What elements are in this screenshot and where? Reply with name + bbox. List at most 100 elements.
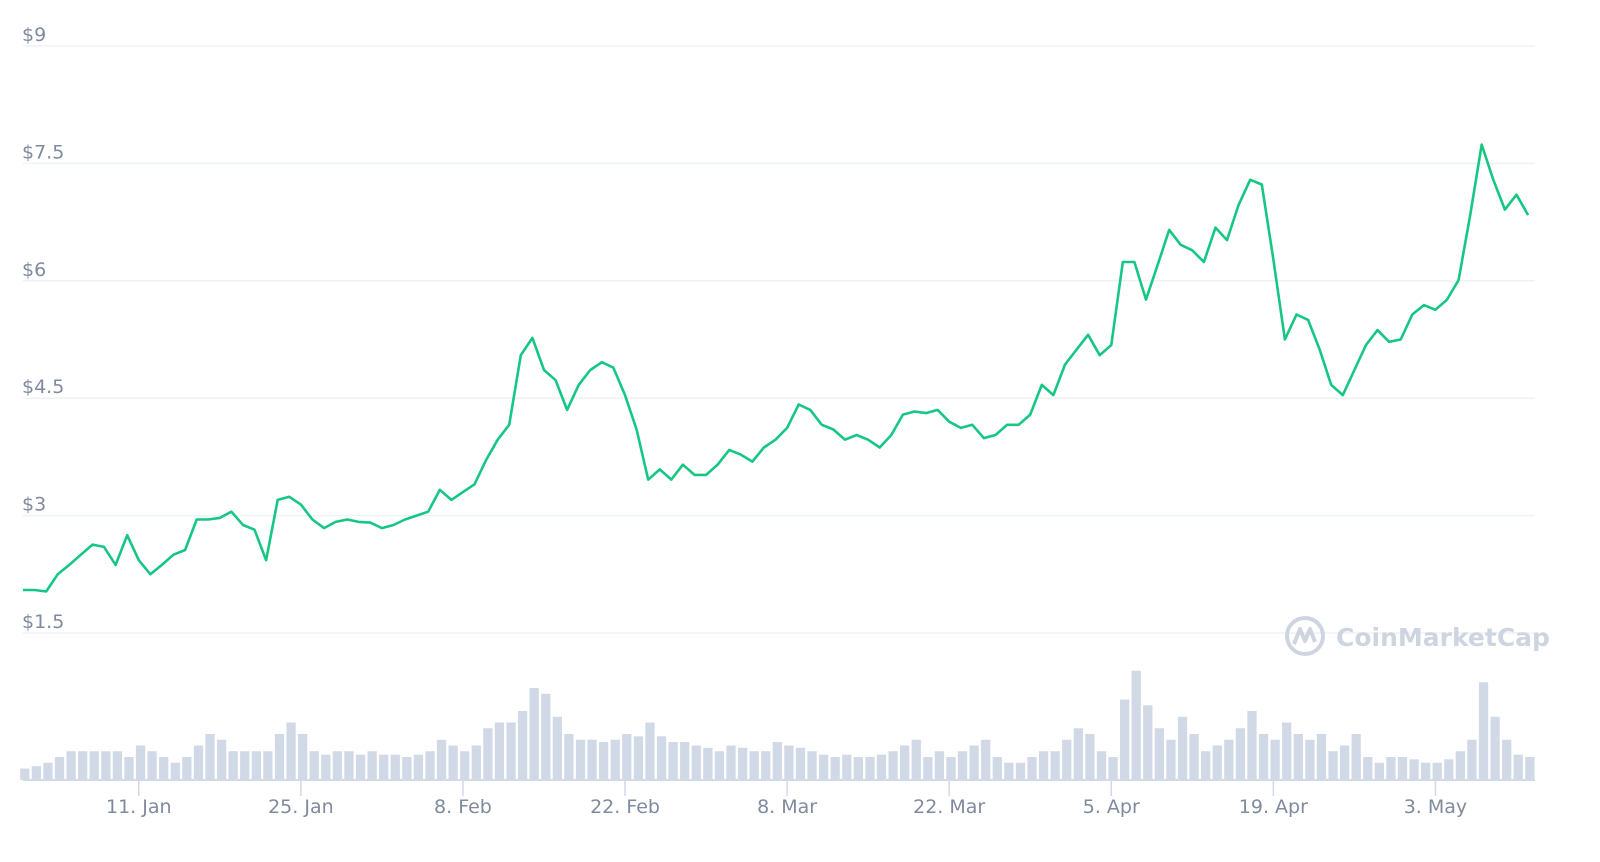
x-tick-label: 22. Feb [590, 796, 660, 818]
volume-bar [31, 766, 41, 780]
x-tick-label: 22. Mar [913, 796, 985, 818]
x-tick-label: 25. Jan [268, 796, 334, 818]
volume-bar [286, 722, 296, 780]
volume-bar [842, 754, 852, 780]
grid-lines [23, 45, 1535, 634]
volume-bar [1108, 757, 1118, 780]
volume-bar [911, 739, 921, 780]
volume-bar [564, 734, 574, 780]
volume-bar [1258, 734, 1269, 780]
volume-bar [1177, 716, 1188, 780]
volume-bar [413, 754, 424, 780]
volume-bar [969, 745, 979, 780]
x-tick-label: 8. Mar [757, 796, 817, 818]
x-tick-label: 5. Apr [1083, 796, 1140, 818]
volume-bar [1502, 739, 1512, 780]
volume-bar [355, 754, 366, 780]
volume-bar [1293, 734, 1303, 780]
volume-bar [1351, 734, 1361, 780]
volume-bar [205, 734, 215, 780]
volume-bar [668, 742, 678, 780]
volume-bar [309, 751, 319, 780]
volume-bar [1166, 739, 1176, 780]
volume-bar [1247, 711, 1257, 780]
volume-bar [680, 742, 690, 780]
x-tick-label: 3. May [1404, 796, 1467, 818]
volume-bar [54, 757, 65, 780]
volume-bar [703, 747, 713, 780]
volume-bar [992, 757, 1002, 780]
volume-bar [193, 745, 204, 780]
volume-bar [541, 693, 551, 780]
volume-bar [112, 751, 123, 780]
volume-bar [737, 747, 748, 780]
volume-bar [263, 751, 273, 780]
volume-bar [1432, 762, 1442, 780]
volume-bar [761, 751, 771, 780]
volume-bar [1189, 734, 1199, 780]
volume-bar [1073, 728, 1083, 780]
volume-bar [182, 757, 192, 780]
y-tick-label: $1.5 [22, 611, 64, 633]
volume-bar [784, 745, 794, 780]
volume-bar [610, 739, 620, 780]
volume-bar [1282, 722, 1292, 780]
volume-bar [124, 757, 134, 780]
watermark-text: CoinMarketCap [1336, 623, 1550, 652]
price-line [23, 143, 1530, 593]
volume-bar [170, 762, 180, 780]
volume-bar [1235, 728, 1246, 780]
volume-bar [460, 751, 470, 780]
volume-bar [436, 739, 447, 780]
volume-bar [749, 751, 759, 780]
volume-bar [1131, 670, 1141, 780]
volume-bar [448, 745, 458, 780]
volume-bar [714, 751, 725, 780]
volume-bar [1120, 699, 1130, 780]
volume-bar [1467, 739, 1477, 780]
volume-bar [78, 751, 88, 780]
volume-bar [981, 739, 991, 780]
y-axis-labels: $9 $7.5 $6 $4.5 $3 $1.5 [22, 24, 64, 633]
volume-bar [1038, 751, 1049, 780]
volume-bar [830, 757, 840, 780]
volume-bar [1478, 682, 1489, 780]
volume-bar [807, 751, 817, 780]
volume-bar [216, 739, 227, 780]
y-tick-label: $4.5 [22, 376, 64, 398]
volume-bar [494, 722, 505, 780]
volume-bar [66, 751, 76, 780]
volume-bar [344, 751, 354, 780]
volume-bar [633, 736, 644, 780]
volume-bar [1421, 762, 1431, 780]
volume-bar [853, 757, 863, 780]
volume-bar [957, 751, 968, 780]
volume-bar [298, 734, 308, 780]
y-tick-label: $9 [22, 24, 46, 46]
coinmarketcap-watermark: CoinMarketCap [1285, 616, 1550, 656]
x-axis-ticks: 11. Jan 25. Jan 8. Feb 22. Feb 8. Mar 22. Mar… [106, 780, 1467, 818]
volume-bar [865, 757, 875, 780]
volume-bar [43, 762, 53, 780]
volume-bar [251, 751, 261, 780]
volume-bar [1455, 751, 1466, 780]
volume-bar [101, 751, 111, 780]
x-tick-label: 8. Feb [434, 796, 492, 818]
volume-bar [483, 728, 493, 780]
volume-bar [876, 754, 887, 780]
volume-bar [1305, 739, 1315, 780]
volume-bar [332, 751, 343, 780]
volume-bar [402, 757, 412, 780]
volume-bar [529, 688, 539, 780]
volume-bar [506, 722, 516, 780]
volume-bar [159, 757, 169, 780]
volume-bars [20, 670, 1535, 780]
volume-bar [1328, 751, 1338, 780]
volume-bar [240, 751, 250, 780]
volume-bar [575, 739, 586, 780]
volume-bar [1397, 757, 1408, 780]
volume-bar [274, 734, 285, 780]
volume-bar [1143, 705, 1153, 780]
volume-bar [772, 742, 782, 780]
